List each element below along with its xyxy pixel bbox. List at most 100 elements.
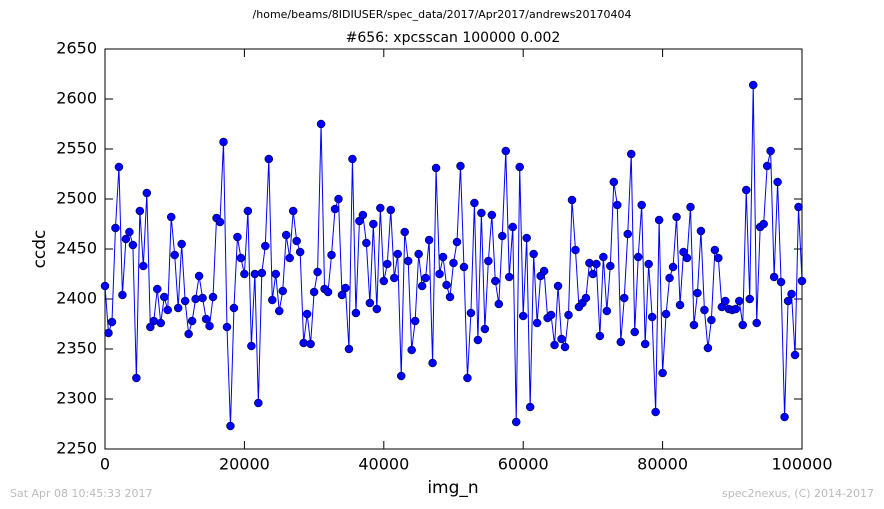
data-point (323, 287, 333, 297)
data-point (107, 317, 117, 327)
data-point (665, 273, 674, 283)
data-point (623, 229, 632, 239)
data-point (463, 373, 472, 383)
data-point (696, 226, 706, 236)
data-point (132, 373, 141, 383)
data-point (184, 329, 193, 339)
data-point (518, 311, 528, 321)
data-point (198, 293, 207, 303)
data-point (626, 149, 636, 159)
data-point (508, 222, 517, 232)
data-point (316, 119, 326, 129)
file-path: /home/beams/8IDIUSER/spec_data/2017/Apr2… (253, 8, 632, 21)
data-point (285, 253, 294, 263)
data-point (135, 206, 145, 216)
data-point (438, 252, 448, 262)
data-point (201, 314, 211, 324)
data-point (111, 223, 120, 233)
data-point (703, 343, 713, 353)
footer-credit: spec2nexus, (C) 2014-2017 (722, 487, 874, 500)
data-point (581, 293, 591, 303)
data-point (365, 298, 375, 308)
data-point (344, 344, 354, 354)
data-point (327, 250, 336, 260)
data-point (672, 212, 681, 222)
data-point (421, 273, 430, 283)
data-point (721, 296, 730, 306)
data-point (379, 276, 389, 286)
data-point (511, 417, 521, 427)
data-point (752, 318, 761, 328)
data-point (557, 334, 566, 344)
data-point (313, 267, 322, 277)
data-point (288, 206, 298, 216)
data-point (268, 295, 277, 305)
footer-date: Sat Apr 08 10:45:33 2017 (10, 487, 152, 500)
data-point (762, 161, 772, 171)
data-point (264, 154, 274, 164)
data-point (668, 262, 678, 272)
data-point (100, 281, 110, 291)
data-point (599, 252, 608, 262)
chart-title: #656: xpcsscan 100000 0.002 (346, 30, 561, 46)
data-point (153, 284, 162, 294)
data-point (226, 421, 235, 431)
data-point (142, 188, 152, 198)
data-point (407, 345, 416, 355)
data-point (233, 232, 242, 242)
data-point (236, 253, 246, 263)
data-point (686, 202, 695, 212)
y-tick-label: 2650 (56, 39, 97, 58)
data-point (522, 233, 531, 243)
x-axis-label: img_n (427, 478, 478, 498)
data-point (362, 238, 371, 248)
data-point (417, 281, 427, 291)
plot-frame (104, 48, 803, 450)
data-point (295, 247, 305, 257)
data-point (459, 262, 469, 272)
data-point (383, 259, 392, 269)
data-point (369, 219, 378, 229)
data-point (302, 309, 312, 319)
data-point (208, 292, 218, 302)
x-tick-label: 20000 (219, 455, 270, 474)
data-point (334, 194, 343, 204)
data-point (400, 227, 409, 237)
data-point (658, 368, 667, 378)
y-tick-label: 2500 (56, 189, 97, 208)
data-point (163, 305, 172, 315)
data-point (588, 269, 598, 279)
data-point (470, 198, 479, 208)
data-point (637, 200, 646, 210)
data-point (515, 162, 524, 172)
data-point (309, 287, 319, 297)
data-point (644, 259, 653, 269)
data-point (299, 338, 308, 348)
data-point (550, 340, 559, 350)
y-tick-label: 2400 (56, 289, 97, 308)
data-point (215, 217, 225, 227)
data-point (348, 154, 357, 164)
data-point (118, 290, 127, 300)
data-point (794, 202, 803, 212)
data-line (104, 84, 803, 427)
data-point (250, 269, 260, 279)
data-point (546, 310, 556, 320)
y-tick-label: 2300 (56, 389, 97, 408)
data-point (243, 206, 253, 216)
data-point (428, 358, 437, 368)
data-point (194, 271, 204, 281)
data-point (278, 286, 287, 296)
data-point (449, 258, 458, 268)
data-point (564, 310, 573, 320)
data-point (759, 219, 768, 229)
data-point (675, 300, 685, 310)
data-point (128, 240, 138, 250)
data-point (532, 318, 542, 328)
x-tick-label: 60000 (498, 455, 549, 474)
y-tick-label: 2600 (56, 89, 97, 108)
data-point (773, 177, 782, 187)
data-point (442, 280, 451, 290)
data-point (606, 261, 615, 271)
